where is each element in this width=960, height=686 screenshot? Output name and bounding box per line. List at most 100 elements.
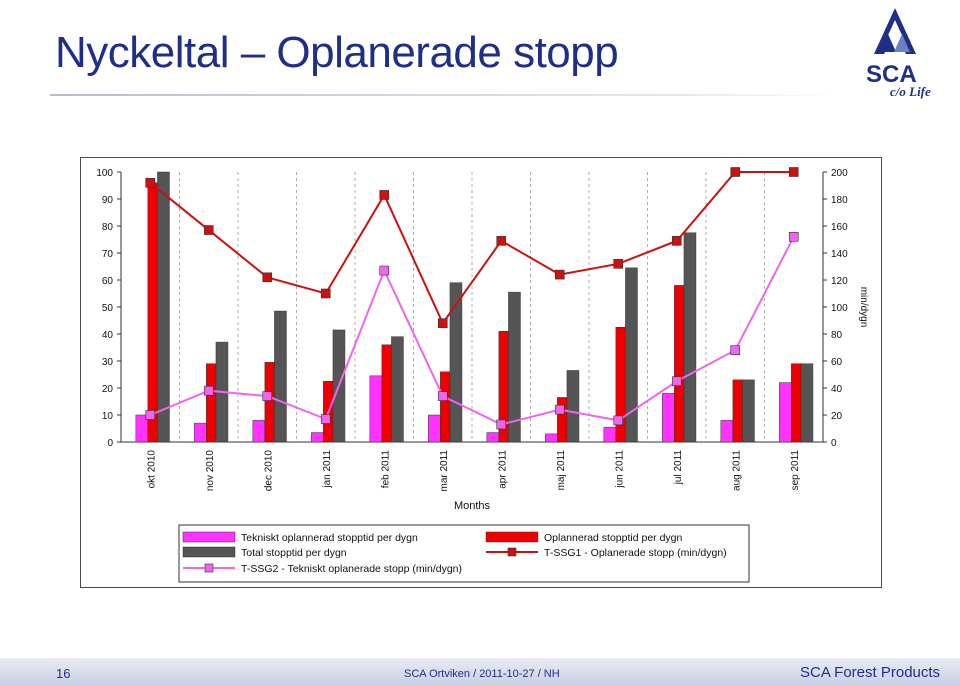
bar-3-aug-2011: [742, 379, 755, 443]
bar-3-maj-2011: [566, 370, 580, 443]
bar-1-mar-2011: [428, 414, 441, 443]
bar-3-sep-2011: [800, 363, 814, 443]
y2-tick-label: 60: [831, 357, 843, 368]
line-1-point-jul-2011: [671, 236, 682, 246]
bar-1-sep-2011: [779, 382, 792, 443]
y2-tick-label: 200: [831, 168, 848, 179]
line-2-point-nov-2010: [203, 385, 214, 396]
line-2-point-aug-2011: [730, 345, 741, 355]
x-tick-label: feb 2011: [380, 450, 391, 489]
line-1-point-aug-2011: [730, 167, 741, 177]
line-1-point-jun-2011: [613, 259, 624, 269]
x-tick-label: sep 2011: [790, 450, 801, 491]
legend-swatch-3: [182, 546, 236, 558]
page-number: 16: [56, 666, 71, 681]
x-tick-label: okt 2010: [146, 450, 157, 489]
footer-company: SCA Forest Products: [800, 664, 941, 681]
y-tick-label: 40: [102, 330, 114, 341]
bar-1-nov-2010: [194, 422, 207, 443]
legend-marker-5: [204, 563, 214, 573]
y-tick-label: 10: [102, 411, 114, 422]
line-1-point-okt-2010: [145, 177, 156, 188]
legend-label-2: Oplannerad stopptid per dygn: [544, 532, 683, 544]
y2-tick-label: 120: [831, 276, 848, 287]
line-2-point-apr-2011: [496, 419, 507, 430]
line-1-point-maj-2011: [554, 269, 565, 280]
line-1-point-nov-2010: [203, 225, 214, 235]
legend-swatch-2: [485, 531, 539, 543]
y-tick-label: 60: [102, 276, 114, 287]
y-tick-label: 90: [102, 195, 114, 206]
line-1-point-feb-2011: [379, 190, 390, 200]
legend-swatch-1: [182, 531, 236, 543]
line-2-point-sep-2011: [788, 232, 799, 242]
y-tick-label: 0: [107, 438, 113, 449]
bar-3-okt-2010: [157, 171, 170, 443]
x-axis-title: Months: [454, 500, 491, 512]
y2-tick-label: 40: [831, 384, 843, 395]
y-tick-label: 80: [102, 222, 114, 233]
y-tick-label: 70: [102, 249, 114, 260]
footer-bar: [0, 658, 960, 686]
y-tick-label: 30: [102, 357, 114, 368]
line-1-point-dec-2010: [262, 272, 273, 283]
bar-3-apr-2011: [508, 291, 521, 443]
title-divider: [50, 94, 840, 96]
logo-text: SCA: [866, 61, 917, 88]
y2-tick-label: 100: [831, 303, 848, 314]
x-tick-label: jan 2011: [322, 450, 333, 489]
x-tick-label: mar 2011: [439, 450, 450, 492]
y2-tick-label: 80: [831, 330, 843, 341]
bar-3-jul-2011: [683, 232, 697, 443]
line-1-point-sep-2011: [788, 167, 799, 177]
y2-tick-label: 20: [831, 411, 843, 422]
bar-1-apr-2011: [486, 432, 500, 443]
line-2-point-okt-2010: [145, 410, 156, 420]
legend-box: [178, 524, 750, 583]
y2-tick-label: 0: [831, 438, 837, 449]
x-tick-label: dec 2010: [263, 450, 274, 492]
x-tick-label: apr 2011: [497, 450, 508, 489]
y2-axis-label: min/dygn: [858, 287, 869, 328]
y-tick-label: 50: [102, 303, 114, 314]
bar-1-feb-2011: [369, 375, 383, 443]
legend-label-3: Total stopptid per dygn: [241, 547, 347, 559]
line-series-2: [149, 236, 795, 426]
y2-tick-label: 180: [831, 195, 848, 206]
bar-1-dec-2010: [252, 420, 266, 443]
legend-marker-4: [507, 547, 517, 557]
bar-1-maj-2011: [545, 433, 558, 443]
y2-tick-label: 140: [831, 249, 848, 260]
combo-chart: 0 10 20 30 40 50 60 70 80 90 100 0 20 40 60 80 100 120 140…: [96, 167, 869, 583]
bar-1-aug-2011: [720, 420, 734, 443]
x-tick-label: nov 2010: [205, 450, 216, 492]
legend-label-5: T-SSG2 - Tekniskt oplanerade stopp (min/…: [241, 563, 462, 575]
bar-3-mar-2011: [449, 282, 463, 443]
logo-tagline: c/o Life: [890, 84, 931, 99]
bar-3-dec-2010: [274, 310, 287, 443]
y-tick-label: 20: [102, 384, 114, 395]
legend-label-4: T-SSG1 - Oplanerade stopp (min/dygn): [544, 547, 727, 559]
line-1-point-jan-2011: [320, 288, 331, 299]
bar-1-jul-2011: [662, 393, 675, 443]
line-2-point-feb-2011: [379, 265, 390, 276]
bar-1-jun-2011: [603, 426, 617, 443]
line-series-1: [149, 171, 794, 326]
line-2-point-jun-2011: [613, 415, 624, 426]
y-tick-label: 100: [96, 168, 113, 179]
bar-3-jun-2011: [625, 267, 638, 443]
x-tick-label: jul 2011: [673, 450, 684, 486]
line-1-point-apr-2011: [496, 236, 507, 246]
line-2-point-dec-2010: [262, 391, 273, 401]
sca-logo: SCA c/o Life: [858, 2, 958, 102]
chart-frame: 0 10 20 30 40 50 60 70 80 90 100 0 20 40 60 80 100 120 140…: [80, 157, 882, 588]
y2-tick-label: 160: [831, 222, 848, 233]
line-2-point-mar-2011: [437, 391, 448, 401]
x-tick-label: jun 2011: [614, 450, 625, 489]
line-2-point-jul-2011: [671, 376, 682, 387]
footer-presenter: SCA Ortviken / 2011-10-27 / NH: [404, 668, 560, 680]
bar-1-jan-2011: [311, 432, 324, 443]
bar-3-feb-2011: [391, 336, 404, 443]
legend-label-1: Tekniskt oplannerad stopptid per dygn: [241, 532, 418, 544]
line-2-point-jan-2011: [320, 414, 331, 424]
